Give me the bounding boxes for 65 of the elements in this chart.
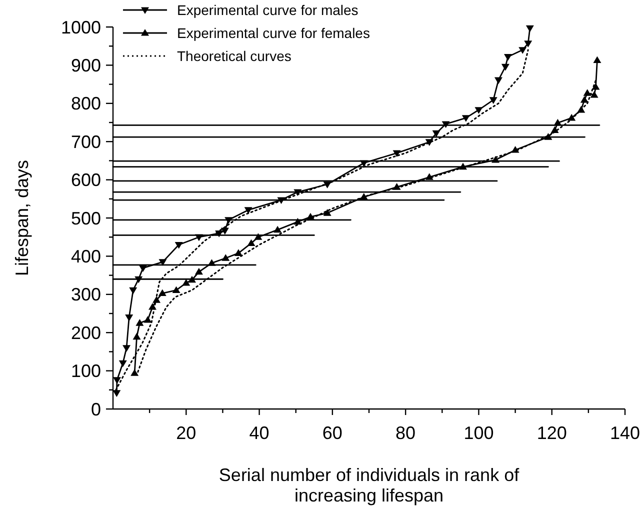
y-tick-label: 0: [90, 399, 101, 420]
x-tick-label: 100: [464, 423, 494, 443]
point: [144, 316, 152, 323]
y-axis-title: Lifespan, days: [12, 160, 32, 276]
point: [244, 207, 252, 214]
x-tick-label: 60: [322, 423, 342, 443]
point: [182, 278, 190, 286]
point: [194, 268, 203, 275]
y-tick-label: 700: [70, 132, 101, 152]
legend-label: Experimental curve for males: [177, 2, 358, 18]
y-tick-label: 500: [70, 208, 101, 228]
point: [489, 97, 498, 104]
point: [504, 54, 512, 61]
point: [590, 90, 598, 98]
point: [442, 121, 450, 128]
x-tick-label: 80: [396, 423, 416, 443]
point: [136, 319, 144, 326]
point: [132, 332, 141, 340]
y-tick-label: 200: [70, 322, 101, 343]
point: [118, 360, 127, 368]
point: [580, 96, 588, 103]
x-tick-label: 120: [536, 423, 567, 443]
point: [425, 139, 434, 146]
point: [148, 303, 156, 310]
y-tick-label: 600: [70, 170, 101, 190]
point: [174, 242, 183, 249]
legend-label: Experimental curve for females: [177, 24, 370, 41]
y-tick-label: 1000: [60, 17, 101, 38]
point: [129, 287, 138, 294]
point: [113, 377, 122, 384]
point: [432, 130, 440, 138]
point: [274, 226, 282, 233]
point: [220, 228, 229, 235]
x-tick-label: 40: [249, 423, 270, 443]
point: [518, 47, 527, 54]
point: [593, 56, 602, 64]
legend-label: Theoretical curves: [177, 48, 292, 64]
point: [474, 107, 483, 114]
point: [222, 254, 230, 261]
point: [592, 82, 600, 90]
y-tick-label: 100: [70, 361, 101, 382]
y-tick-label: 800: [70, 94, 101, 114]
y-tick-label: 400: [70, 246, 101, 266]
point: [524, 40, 532, 48]
point: [323, 209, 332, 216]
x-tick-label: 20: [176, 423, 196, 443]
point: [130, 369, 139, 376]
point: [122, 345, 131, 352]
point: [501, 64, 510, 71]
point: [234, 249, 242, 256]
point: [125, 314, 134, 322]
point: [462, 115, 470, 122]
point: [158, 259, 167, 266]
point: [247, 239, 256, 246]
x-tick-label: 140: [610, 423, 640, 443]
point: [526, 25, 534, 32]
y-tick-label: 900: [70, 56, 101, 76]
point: [112, 390, 121, 397]
point: [158, 289, 166, 296]
point: [138, 265, 147, 272]
point: [583, 89, 592, 96]
y-tick-label: 300: [70, 284, 101, 305]
point: [494, 77, 502, 84]
x-axis-title: Serial number of individuals in rank of increasing lifespan: [218, 465, 520, 506]
point: [172, 286, 180, 293]
